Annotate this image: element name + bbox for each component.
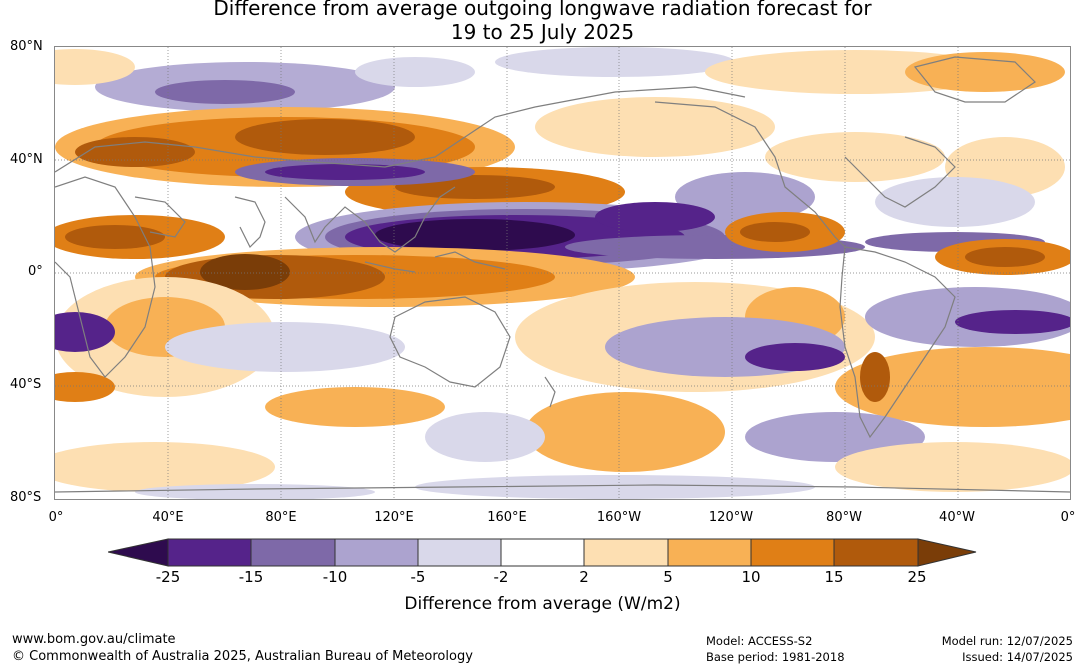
copyright-text: © Commonwealth of Australia 2025, Austra… bbox=[12, 649, 473, 664]
footer-credits: www.bom.gov.au/climate © Commonwealth of… bbox=[12, 631, 473, 665]
colorbar-tick-10: 25 bbox=[907, 568, 927, 586]
lat-label-80n: 80°N bbox=[10, 39, 43, 54]
lat-label-40n: 40°N bbox=[10, 152, 43, 167]
title-line-2: 19 to 25 July 2025 bbox=[450, 20, 635, 44]
colorbar-label: Difference from average (W/m2) bbox=[404, 594, 681, 614]
title-line-1: Difference from average outgoing longwav… bbox=[213, 0, 872, 20]
colorbar-tick-9: 15 bbox=[824, 568, 844, 586]
lon-label-0: 0° bbox=[48, 510, 64, 525]
colorbar-tick-6: 2 bbox=[579, 568, 589, 586]
colorbar-tick-8: 10 bbox=[741, 568, 761, 586]
lon-label-80e: 80°E bbox=[265, 510, 297, 525]
colorbar-bin-3 bbox=[334, 538, 419, 567]
model-run-date: Model run: 12/07/2025 bbox=[941, 634, 1073, 648]
lat-label-equator: 0° bbox=[28, 264, 43, 279]
issued-date: Issued: 14/07/2025 bbox=[962, 650, 1073, 664]
lon-label-120w: 120°W bbox=[708, 510, 754, 525]
lon-label-80w: 80°W bbox=[826, 510, 862, 525]
lon-label-160w: 160°W bbox=[596, 510, 642, 525]
colorbar bbox=[108, 538, 977, 567]
base-period: Base period: 1981-2018 bbox=[706, 650, 845, 664]
colorbar-above-max-arrow bbox=[917, 538, 977, 567]
map-canvas bbox=[55, 47, 1070, 499]
website-link[interactable]: www.bom.gov.au/climate bbox=[12, 632, 176, 647]
colorbar-bin-6 bbox=[583, 538, 669, 567]
colorbar-tick-5: -2 bbox=[493, 568, 509, 586]
colorbar-bin-8 bbox=[750, 538, 835, 567]
model-name: Model: ACCESS-S2 bbox=[706, 634, 813, 648]
colorbar-bin-4 bbox=[417, 538, 502, 567]
lon-label-40e: 40°E bbox=[152, 510, 184, 525]
colorbar-tick-1: -25 bbox=[155, 568, 181, 586]
colorbar-bin-2 bbox=[250, 538, 336, 567]
colorbar-tick-2: -15 bbox=[238, 568, 264, 586]
lon-label-0-east: 0° bbox=[1060, 510, 1076, 525]
colorbar-bin-7 bbox=[667, 538, 752, 567]
lat-label-80s: 80°S bbox=[10, 490, 42, 505]
lon-label-40w: 40°W bbox=[939, 510, 975, 525]
lon-label-120e: 120°E bbox=[374, 510, 414, 525]
colorbar-tick-4: -5 bbox=[410, 568, 426, 586]
footer-dates: Model run: 12/07/2025 Issued: 14/07/2025 bbox=[942, 633, 1073, 665]
colorbar-bin-9 bbox=[833, 538, 919, 567]
colorbar-bin-5 bbox=[500, 538, 585, 567]
lon-label-160e: 160°E bbox=[487, 510, 527, 525]
anomaly-shading bbox=[55, 47, 1070, 499]
colorbar-bin-1 bbox=[167, 538, 252, 567]
lat-label-40s: 40°S bbox=[10, 377, 42, 392]
colorbar-tick-3: -10 bbox=[322, 568, 348, 586]
footer-model-info: Model: ACCESS-S2 Base period: 1981-2018 bbox=[706, 633, 845, 665]
colorbar-tick-7: 5 bbox=[663, 568, 673, 586]
map-title: Difference from average outgoing longwav… bbox=[0, 0, 1085, 44]
olr-anomaly-map bbox=[54, 46, 1071, 500]
colorbar-below-min-arrow bbox=[108, 538, 169, 567]
coastlines bbox=[55, 56, 1070, 493]
graticule bbox=[55, 47, 1070, 499]
